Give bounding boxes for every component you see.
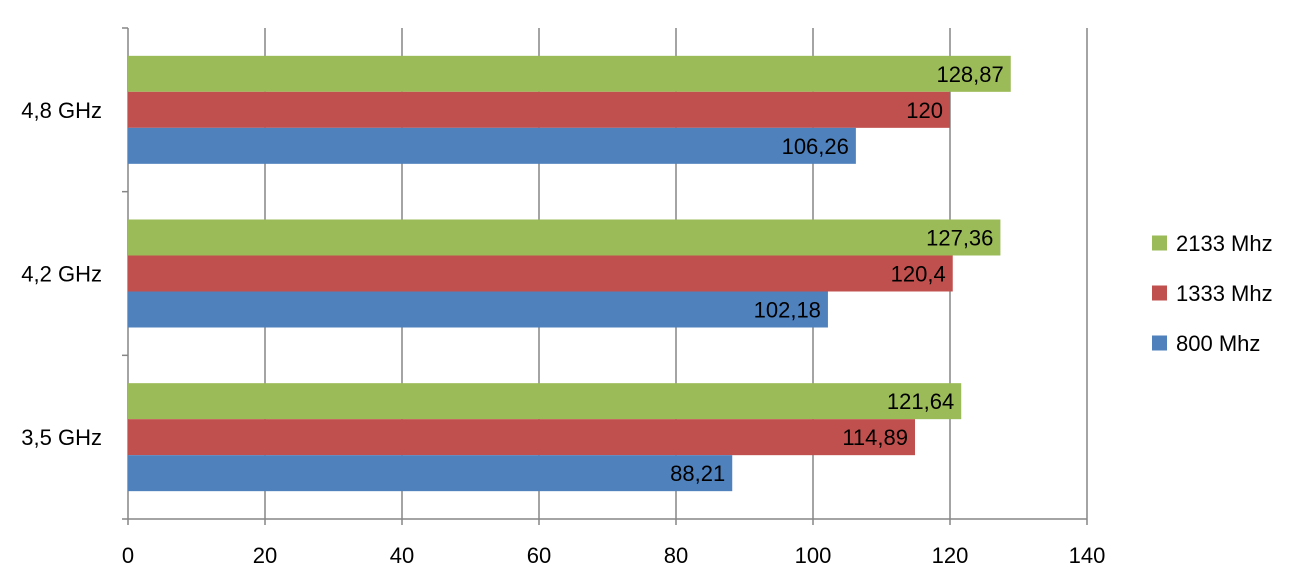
data-label: 120,4 [891,262,946,287]
legend-label: 1333 Mhz [1176,281,1273,306]
bar-1333-mhz [128,255,953,292]
data-label: 127,36 [926,226,993,251]
data-label: 88,21 [670,461,725,486]
category-label: 4,8 GHz [21,98,102,123]
bar-1333-mhz [128,91,950,128]
legend-swatch [1152,235,1167,251]
legend-swatch [1152,285,1167,301]
bar-1333-mhz [128,419,915,456]
bar-800-mhz [128,291,828,328]
data-label: 120 [906,98,943,123]
bar-2133-mhz [128,219,1001,256]
legend-label: 800 Mhz [1176,331,1260,356]
x-tick-label: 20 [253,543,277,568]
bars [128,55,1011,492]
x-tick-label: 100 [795,543,832,568]
x-tick-label: 120 [932,543,969,568]
x-tick-label: 60 [527,543,551,568]
category-label: 3,5 GHz [21,425,102,450]
bar-2133-mhz [128,55,1011,92]
x-tick-label: 0 [122,543,134,568]
data-label: 106,26 [782,134,849,159]
category-label: 4,2 GHz [21,262,102,287]
data-label: 102,18 [754,298,821,323]
data-label: 128,87 [936,62,1003,87]
x-tick-label: 40 [390,543,414,568]
legend-swatch [1152,335,1167,351]
data-label: 114,89 [842,425,908,450]
data-labels: 128,87 120 106,26 127,36 120,4 102,18 121,64 11… [670,62,1004,486]
bar-800-mhz [128,455,733,492]
data-label: 121,64 [887,389,954,414]
legend: 2133 Mhz 1333 Mhz 800 Mhz [1152,231,1273,356]
bar-2133-mhz [128,383,962,420]
bar-800-mhz [128,127,856,164]
x-tick-label: 80 [664,543,688,568]
x-tick-label: 140 [1069,543,1106,568]
legend-label: 2133 Mhz [1176,231,1273,256]
